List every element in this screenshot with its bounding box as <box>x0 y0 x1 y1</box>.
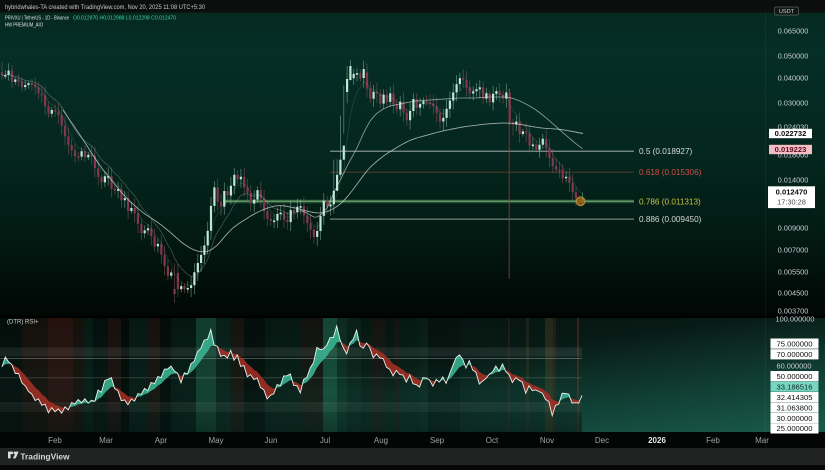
svg-text:Aug: Aug <box>374 436 388 445</box>
svg-text:Jul: Jul <box>320 436 330 445</box>
svg-text:31.063800: 31.063800 <box>777 403 813 412</box>
svg-text:0.022732: 0.022732 <box>775 129 807 138</box>
svg-text:0.003700: 0.003700 <box>778 307 809 316</box>
svg-text:May: May <box>208 436 223 445</box>
svg-text:0.786 (0.011313): 0.786 (0.011313) <box>639 197 701 206</box>
svg-text:Feb: Feb <box>706 436 720 445</box>
svg-text:70.000000: 70.000000 <box>777 350 813 359</box>
svg-text:O0.012970 H0.012988 L0.01229: O0.012970 H0.012988 L0.012298 C0.012470 <box>73 16 176 22</box>
svg-text:2026: 2026 <box>648 436 666 445</box>
svg-text:0.024030: 0.024030 <box>778 123 809 132</box>
svg-text:0.005500: 0.005500 <box>778 268 809 277</box>
svg-text:0.886 (0.009450): 0.886 (0.009450) <box>639 215 702 224</box>
svg-text:USDT: USDT <box>779 9 795 15</box>
svg-text:Oct: Oct <box>486 436 499 445</box>
svg-text:hybridwhales-TA created with T: hybridwhales-TA created with TradingView… <box>5 5 206 11</box>
svg-text:Sep: Sep <box>430 436 445 445</box>
svg-text:0.5 (0.018927): 0.5 (0.018927) <box>639 147 693 156</box>
svg-text:33.186516: 33.186516 <box>777 382 813 391</box>
svg-text:0.030000: 0.030000 <box>778 99 809 108</box>
svg-text:0.009000: 0.009000 <box>778 224 809 233</box>
svg-text:32.414305: 32.414305 <box>777 393 813 402</box>
svg-text:Mar: Mar <box>755 436 769 445</box>
svg-text:Feb: Feb <box>48 436 62 445</box>
svg-text:0.012470: 0.012470 <box>776 188 808 197</box>
svg-text:30.000000: 30.000000 <box>777 414 813 423</box>
svg-text:50.000000: 50.000000 <box>777 372 813 381</box>
svg-text:HW PREMIUM_AIO: HW PREMIUM_AIO <box>5 23 43 29</box>
svg-text:TradingView: TradingView <box>20 452 70 462</box>
svg-text:0.618 (0.015306): 0.618 (0.015306) <box>639 168 702 177</box>
svg-text:Nov: Nov <box>540 436 554 445</box>
svg-text:75.000000: 75.000000 <box>777 339 813 348</box>
svg-text:Jun: Jun <box>265 436 278 445</box>
svg-text:0.004500: 0.004500 <box>778 289 809 298</box>
svg-text:0.040000: 0.040000 <box>778 74 809 83</box>
svg-text:0.014000: 0.014000 <box>778 176 809 185</box>
svg-text:60.000000: 60.000000 <box>777 362 812 371</box>
svg-text:0.018000: 0.018000 <box>778 151 809 160</box>
svg-text:Dec: Dec <box>595 436 609 445</box>
svg-text:Mar: Mar <box>99 436 113 445</box>
svg-text:17:30:28: 17:30:28 <box>777 197 806 206</box>
svg-text:0.065000: 0.065000 <box>778 27 809 36</box>
svg-text:0.050000: 0.050000 <box>778 52 809 61</box>
svg-text:PRIVXU | TetherUS - 1D - Binan: PRIVXU | TetherUS - 1D - Binance <box>5 16 69 22</box>
svg-text:Apr: Apr <box>155 436 168 445</box>
svg-text:100.000000: 100.000000 <box>775 315 814 324</box>
svg-text:0.007000: 0.007000 <box>778 246 809 255</box>
svg-text:25.000000: 25.000000 <box>777 424 813 433</box>
svg-text:(DTR) RSI+: (DTR) RSI+ <box>7 320 39 326</box>
svg-text:0.019223: 0.019223 <box>775 145 807 154</box>
